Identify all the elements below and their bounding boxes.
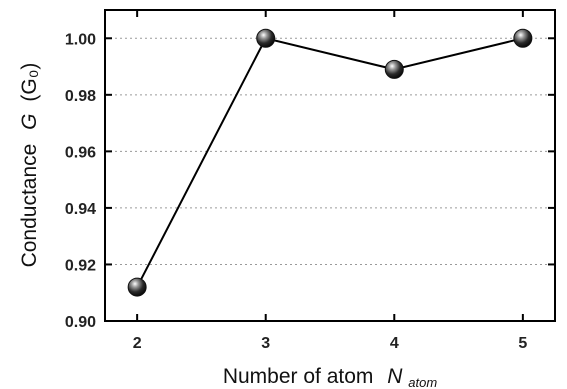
x-axis-title-symbol: N <box>387 365 403 388</box>
y-axis-title: Conductance G (G₀) <box>18 63 41 268</box>
y-tick-label-1: 0.92 <box>65 257 96 274</box>
series-conductance <box>127 28 533 297</box>
y-axis-title-text: Conductance <box>18 144 41 268</box>
y-tick-label-0: 0.90 <box>65 314 96 331</box>
y-tick-label-2: 0.94 <box>65 201 96 218</box>
x-tick-label-3: 5 <box>518 335 527 352</box>
plot-frame <box>104 9 556 322</box>
data-point-0 <box>127 277 147 297</box>
y-axis-title-symbol: G <box>18 113 41 129</box>
x-ticks: 2 3 4 5 <box>133 10 527 352</box>
plot-background <box>105 10 555 321</box>
x-axis-title-text: Number of atom <box>223 365 374 388</box>
x-axis-title: Number of atom N atom <box>223 365 437 389</box>
x-axis-title-subscript: atom <box>408 375 437 389</box>
y-tick-label-4: 0.98 <box>65 88 96 105</box>
y-axis-title-unit: (G₀) <box>18 63 41 102</box>
x-tick-label-1: 3 <box>261 335 270 352</box>
data-point-1 <box>256 28 276 48</box>
y-tick-label-5: 1.00 <box>65 31 96 48</box>
data-point-2 <box>384 59 404 79</box>
y-tick-label-3: 0.96 <box>65 144 96 161</box>
x-tick-label-2: 4 <box>390 335 399 352</box>
x-tick-label-0: 2 <box>133 335 142 352</box>
series-line <box>136 37 524 288</box>
data-point-3 <box>513 28 533 48</box>
gridlines <box>105 37 555 265</box>
